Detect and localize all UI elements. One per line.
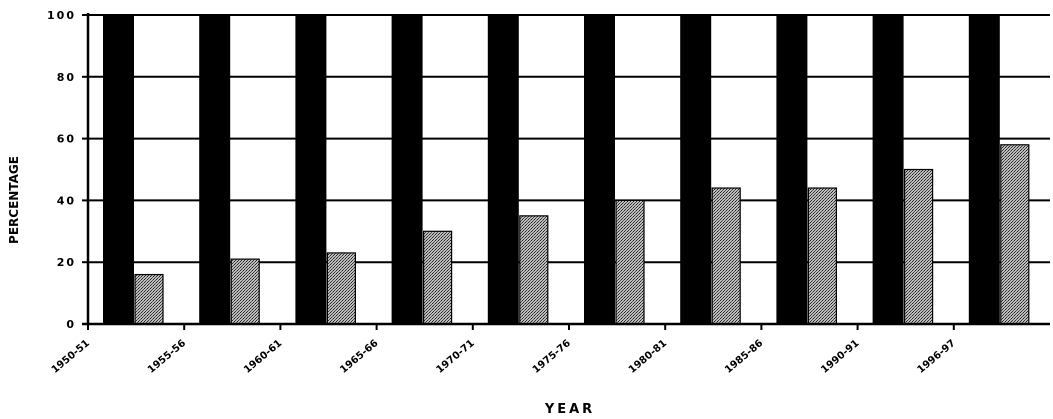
x-tick-label: 1975-76 xyxy=(531,338,573,376)
y-tick-label: 20 xyxy=(57,256,76,269)
bars xyxy=(103,15,1030,325)
bar-series-2 xyxy=(903,168,934,325)
bar-series-2 xyxy=(423,230,453,325)
x-tick-label: 1990-91 xyxy=(819,338,861,376)
bar-series-1 xyxy=(295,15,327,324)
x-tick-label: 1960-61 xyxy=(242,338,284,376)
x-tick-label: 1965-66 xyxy=(338,338,380,376)
bar-series-2 xyxy=(807,187,838,325)
bar-series-1 xyxy=(776,15,808,324)
x-tick-label: 1996-97 xyxy=(915,338,957,376)
y-tick-label: 60 xyxy=(57,133,76,146)
bar-series-1 xyxy=(872,15,904,324)
y-tick-label: 0 xyxy=(66,318,76,331)
x-axis-title: YEAR xyxy=(544,402,595,417)
axes xyxy=(82,13,1050,330)
bar-series-1 xyxy=(103,15,134,324)
bar-series-2 xyxy=(1000,144,1030,325)
bar-series-2 xyxy=(326,252,356,325)
bar-series-2 xyxy=(711,187,741,325)
bar-series-1 xyxy=(391,15,423,324)
x-tick-label: 1985-86 xyxy=(723,338,765,376)
y-tick-label: 100 xyxy=(47,9,76,22)
bar-series-1 xyxy=(584,15,615,324)
y-axis-title: PERCENTAGE xyxy=(7,156,21,244)
x-tick-label: 1980-81 xyxy=(627,338,669,376)
x-tick-label: 1970-71 xyxy=(434,338,476,376)
bar-series-2 xyxy=(615,199,645,325)
bar-series-1 xyxy=(680,15,712,324)
bar-series-1 xyxy=(199,15,231,324)
bar-series-2 xyxy=(134,273,164,325)
bar-series-1 xyxy=(487,15,519,324)
y-tick-label: 80 xyxy=(57,71,76,84)
bar-series-1 xyxy=(968,15,1000,324)
bar-series-2 xyxy=(519,215,549,325)
y-tick-label: 40 xyxy=(57,194,76,207)
x-tick-label: 1955-56 xyxy=(146,338,188,376)
bar-series-2 xyxy=(230,258,260,325)
x-tick-label: 1950-51 xyxy=(50,338,92,376)
